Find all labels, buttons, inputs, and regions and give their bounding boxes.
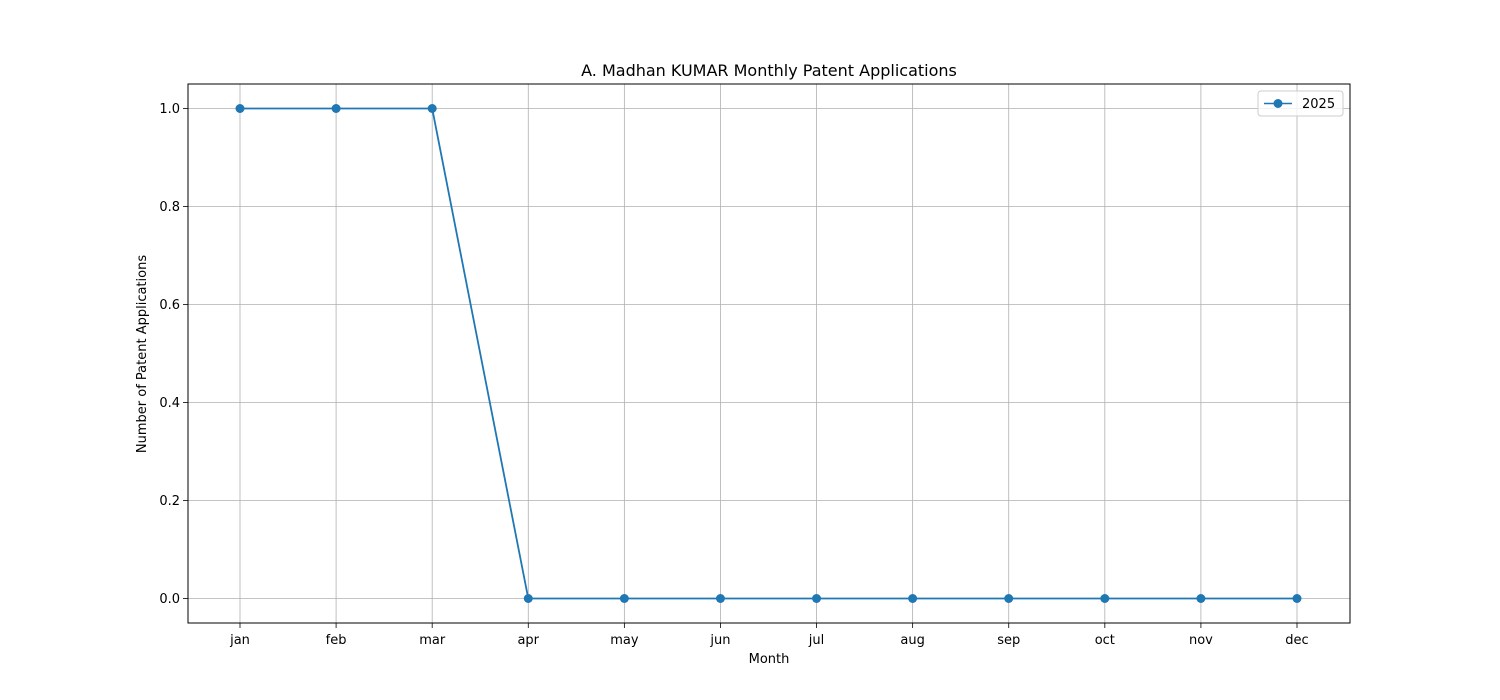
data-point-apr: [524, 594, 533, 603]
data-point-jun: [716, 594, 725, 603]
chart-title: A. Madhan KUMAR Monthly Patent Applicati…: [581, 61, 957, 80]
data-point-mar: [428, 104, 437, 113]
x-tick-label: jul: [808, 633, 824, 648]
y-tick-label: 0.6: [159, 298, 180, 313]
x-tick-label: feb: [326, 633, 347, 648]
y-tick-label: 1.0: [159, 102, 180, 117]
legend-marker-swatch: [1274, 99, 1283, 108]
legend: 2025: [1258, 91, 1343, 116]
x-tick-label: nov: [1189, 633, 1213, 648]
data-point-dec: [1293, 594, 1302, 603]
data-point-may: [620, 594, 629, 603]
x-tick-label: may: [610, 633, 639, 648]
x-tick-label: mar: [419, 633, 446, 648]
x-tick-label: jun: [709, 633, 730, 648]
y-tick-label: 0.2: [159, 494, 180, 509]
data-point-sep: [1004, 594, 1013, 603]
x-tick-label: aug: [900, 633, 924, 648]
data-point-oct: [1100, 594, 1109, 603]
x-tick-label: oct: [1095, 633, 1115, 648]
data-point-aug: [908, 594, 917, 603]
y-tick-label: 0.4: [159, 396, 180, 411]
y-tick-label: 0.8: [159, 200, 180, 215]
data-point-jan: [236, 104, 245, 113]
data-point-nov: [1196, 594, 1205, 603]
x-tick-label: dec: [1285, 633, 1308, 648]
legend-label-2025: 2025: [1302, 97, 1335, 112]
y-tick-label: 0.0: [159, 592, 180, 607]
x-tick-label: jan: [229, 633, 250, 648]
data-point-jul: [812, 594, 821, 603]
data-point-feb: [332, 104, 341, 113]
x-axis-title: Month: [749, 652, 790, 667]
x-tick-label: sep: [997, 633, 1020, 648]
x-tick-label: apr: [517, 633, 539, 648]
y-axis-title: Number of Patent Applications: [135, 255, 150, 453]
